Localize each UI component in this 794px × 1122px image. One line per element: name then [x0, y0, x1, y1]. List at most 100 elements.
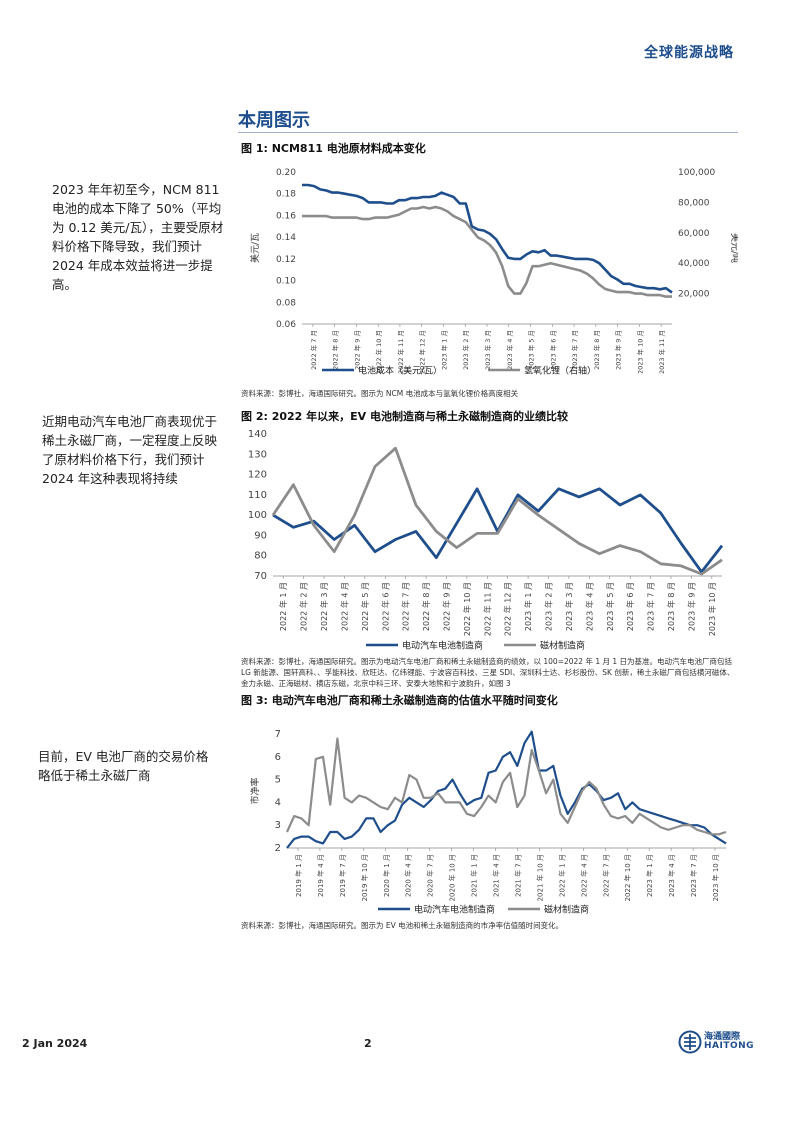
x-tick-label: 2022 年 7 月 — [401, 582, 411, 631]
page-number: 2 — [364, 1037, 372, 1050]
x-tick-label: 2023 年 3 月 — [564, 582, 574, 631]
x-tick-label: 2023 年 1 月 — [523, 582, 533, 631]
series-line-2 — [302, 205, 672, 298]
y2-tick-label: 20,000 — [678, 290, 710, 300]
report-series-title: 全球能源战略 — [644, 45, 734, 61]
sidebar-note-1: 2023 年年初至今，NCM 811 电池的成本下降了 50%（平均为 0.12… — [52, 182, 224, 292]
figure-3-title: 图 3: 电动汽车电池厂商和稀土永磁制造商的估值水平随时间变化 — [241, 694, 558, 707]
y-axis-label: 市净率 — [249, 777, 261, 804]
x-tick-label: 2019 年 4 月 — [316, 854, 325, 897]
figure-1-title: 图 1: NCM811 电池原材料成本变化 — [241, 142, 426, 155]
logo-text-en: HAITONG — [704, 1041, 755, 1051]
y-tick-label: 140 — [248, 429, 267, 440]
y-tick-label: 0.06 — [276, 320, 296, 330]
y-axis-label: 美元/瓦 — [249, 233, 261, 263]
x-tick-label: 2023 年 2 月 — [461, 330, 470, 370]
x-tick-label: 2022 年 1 月 — [278, 582, 288, 631]
figure-2-chart: 140 130 120 110 100 90 80 70 2022 年 1 月 2022 年 2 … — [248, 429, 724, 652]
x-tick-label: 2023 年 5 月 — [605, 582, 615, 631]
x-tick-label: 2022 年 11 月 — [396, 330, 405, 374]
y-tick-label: 0.20 — [276, 168, 296, 178]
section-divider — [238, 132, 738, 133]
figure-1-source: 资料来源：彭博社，海通国际研究。图示为 NCM 电池成本与氢氧化锂价格高度相关 — [241, 389, 519, 398]
y-tick-label: 0.10 — [276, 277, 296, 287]
x-tick-label: 2021 年 7 月 — [513, 854, 522, 897]
figure-2-source: 资料来源：彭博社，海通国际研究。图示为电动汽车电池厂商和稀土永磁制造商的绩效，以… — [241, 657, 735, 688]
sidebar-note-2: 近期电动汽车电池厂商表现优于稀土永磁厂商，一定程度上反映了原材料价格下行，我们预… — [42, 414, 218, 486]
x-tick-label: 2020 年 1 月 — [382, 854, 391, 897]
x-tick-label: 2022 年 8 月 — [421, 582, 431, 631]
y-tick-label: 130 — [248, 449, 267, 460]
x-tick-label: 2021 年 1 月 — [470, 854, 479, 897]
y-tick-label: 4 — [275, 797, 281, 808]
x-tick-label: 2021 年 4 月 — [492, 854, 501, 897]
x-tick-label: 2023 年 10 月 — [707, 582, 717, 636]
y-tick-label: 0.18 — [276, 190, 296, 200]
y-tick-label: 2 — [275, 843, 281, 854]
y-tick-label: 0.14 — [276, 233, 296, 243]
section-title: 本周图示 — [238, 110, 310, 131]
x-tick-label: 2023 年 4 月 — [584, 582, 594, 631]
x-tick-label: 2022 年 10 月 — [374, 330, 383, 374]
y-tick-label: 100 — [248, 510, 267, 521]
x-tick-label: 2022 年 2 月 — [299, 582, 309, 631]
figure-3-chart: 7 6 5 4 3 2 市净率 2019 年 1 月 2019 年 4 月 2019 年 7 月 2… — [249, 729, 727, 916]
y2-tick-label: 100,000 — [678, 168, 715, 178]
x-tick-label: 2023 年 8 月 — [592, 330, 601, 370]
legend-label-1: 电池成本（美元/瓦） — [358, 365, 442, 377]
x-tick-label: 2023 年 1 月 — [645, 854, 654, 897]
y-tick-label: 0.08 — [276, 298, 296, 308]
x-tick-label: 2019 年 1 月 — [294, 854, 303, 897]
series-line-1 — [302, 183, 673, 294]
y-tick-label: 90 — [254, 530, 267, 541]
legend-label-2: 氢氧化锂（右轴） — [524, 365, 596, 377]
x-tick-label: 2022 年 10 月 — [623, 854, 632, 901]
y-tick-label: 120 — [248, 470, 267, 481]
x-tick-label: 2023 年 7 月 — [689, 854, 698, 897]
legend-label-2: 磁材制造商 — [540, 640, 585, 652]
figure-3-source: 资料来源：彭博社，海通国际研究。图示为 EV 电池和稀土永磁制造商的市净率估值随… — [241, 921, 564, 930]
x-tick-label: 2022 年 10 月 — [462, 582, 472, 636]
y2-tick-label: 80,000 — [678, 198, 710, 208]
y-tick-label: 5 — [275, 775, 281, 786]
x-tick-label: 2023 年 1 月 — [439, 330, 448, 370]
sidebar-note-3: 目前，EV 电池厂商的交易价格略低于稀土永磁厂商 — [38, 749, 209, 783]
x-tick-label: 2022 年 9 月 — [441, 582, 451, 631]
y-tick-label: 70 — [254, 571, 267, 582]
x-tick-label: 2022 年 7 月 — [309, 330, 318, 370]
y-tick-label: 80 — [254, 551, 267, 562]
y2-tick-label: 40,000 — [678, 259, 710, 269]
x-tick-label: 2022 年 9 月 — [352, 330, 361, 370]
series-line-2 — [285, 737, 727, 836]
x-tick-label: 2023 年 7 月 — [570, 330, 579, 370]
x-tick-label: 2022 年 11 月 — [482, 582, 492, 636]
legend-label-2: 磁材制造商 — [544, 904, 589, 916]
x-tick-label: 2022 年 12 月 — [503, 582, 513, 636]
x-tick-label: 2022 年 12 月 — [418, 330, 427, 374]
x-tick-label: 2023 年 10 月 — [635, 330, 644, 374]
y-tick-label: 0.12 — [276, 255, 296, 265]
x-tick-label: 2023 年 11 月 — [657, 330, 666, 374]
x-tick-label: 2022 年 4 月 — [579, 854, 588, 897]
y-tick-label: 110 — [248, 490, 267, 501]
logo-text-cn: 海通國際 — [704, 1032, 741, 1042]
x-tick-label: 2022 年 1 月 — [557, 854, 566, 897]
x-tick-label: 2020 年 7 月 — [426, 854, 435, 897]
x-tick-label: 2019 年 10 月 — [360, 854, 369, 901]
x-tick-label: 2023 年 4 月 — [667, 854, 676, 897]
y2-axis-label: 美元/吨 — [729, 233, 738, 263]
x-tick-label: 2023 年 9 月 — [614, 330, 623, 370]
y-tick-label: 7 — [275, 729, 281, 740]
x-tick-label: 2023 年 3 月 — [483, 330, 492, 370]
y-tick-label: 0.16 — [276, 211, 296, 221]
y-tick-label: 3 — [275, 820, 281, 831]
figure-1-chart: 0.20 0.18 0.16 0.14 0.12 0.10 0.08 0.06 100,000 8… — [249, 168, 738, 377]
x-tick-label: 2022 年 7 月 — [601, 854, 610, 897]
x-tick-label: 2023 年 9 月 — [686, 582, 696, 631]
x-tick-label: 2023 年 8 月 — [666, 582, 676, 631]
x-tick-label: 2022 年 4 月 — [339, 582, 349, 631]
x-tick-label: 2023 年 5 月 — [527, 330, 536, 370]
x-tick-label: 2020 年 4 月 — [404, 854, 413, 897]
footer-date: 2 Jan 2024 — [22, 1037, 88, 1050]
figure-2-title: 图 2: 2022 年以来，EV 电池制造商与稀土永磁制造商的业绩比较 — [241, 410, 569, 423]
